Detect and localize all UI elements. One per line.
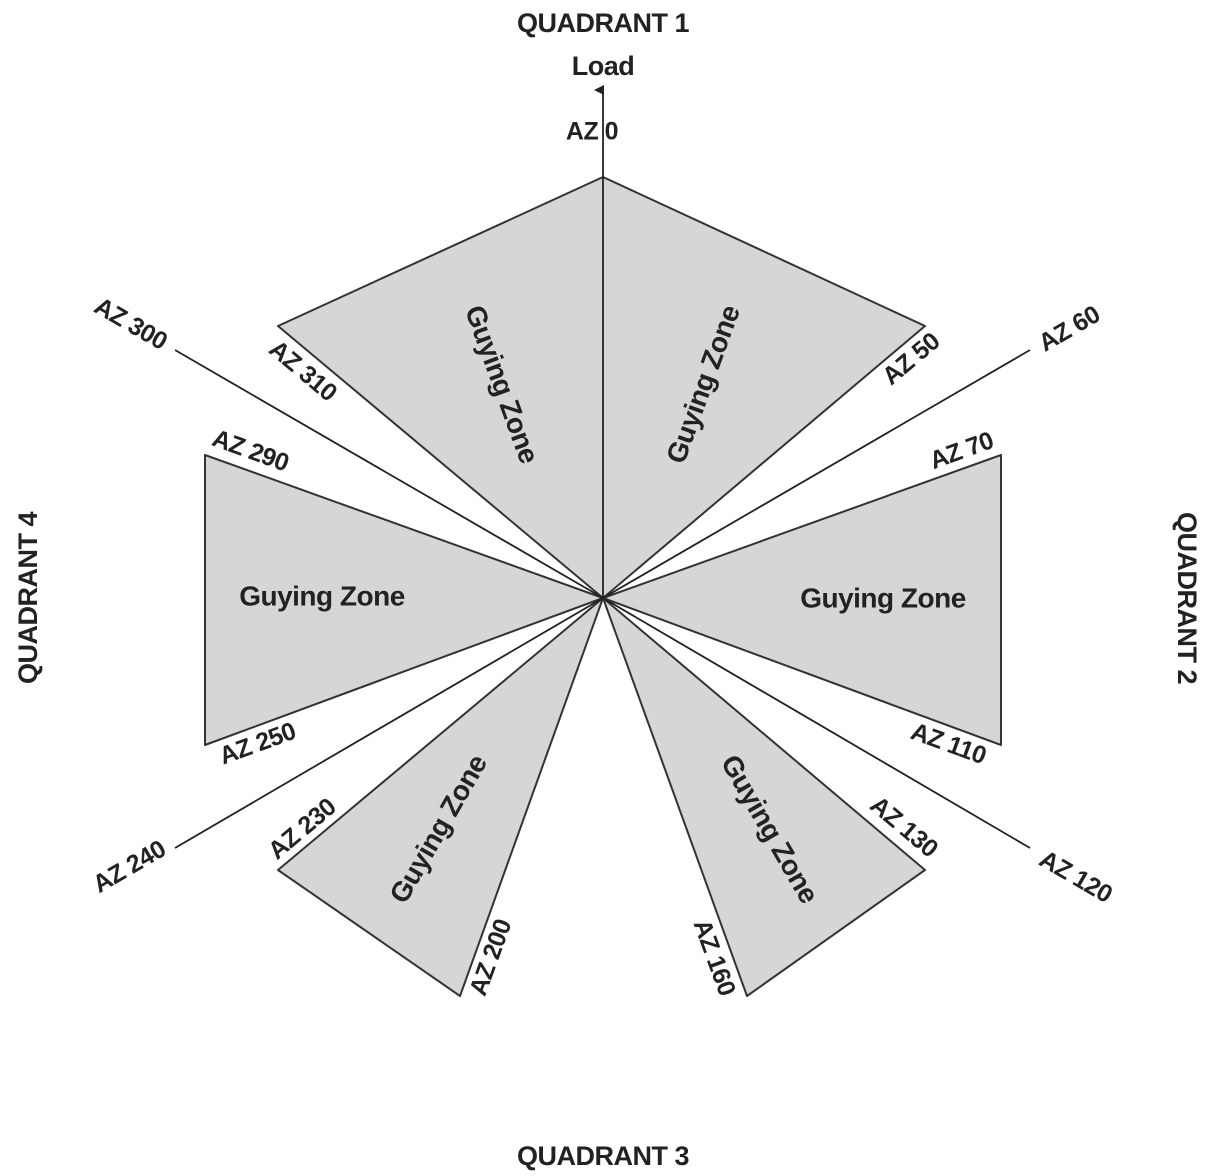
zone-label: Guying Zone (239, 580, 405, 611)
azimuth-label: AZ 240 (88, 835, 170, 899)
zone-label: Guying Zone (800, 582, 966, 613)
zone-left (204, 454, 604, 746)
azimuth-label: AZ 60 (1034, 300, 1105, 357)
quadrant-label: QUADRANT 1 (517, 8, 689, 38)
azimuth-label: AZ 120 (1034, 845, 1116, 909)
quadrant-label: QUADRANT 4 (13, 512, 43, 684)
load-label: Load (572, 51, 635, 81)
ray-300 (174, 349, 604, 599)
ray-60 (602, 349, 1031, 599)
ray-120 (602, 597, 1031, 849)
ray-240 (174, 597, 604, 849)
zone-bottom-left (277, 597, 604, 997)
quadrant-label: QUADRANT 3 (517, 1141, 689, 1171)
zone-top (277, 176, 926, 599)
azimuth-label: AZ 300 (89, 292, 171, 356)
azimuth-label: AZ 0 (566, 118, 618, 146)
quadrant-label: QUADRANT 2 (1172, 512, 1202, 684)
zone-bottom-right (602, 597, 926, 997)
zone-right (602, 454, 1002, 746)
